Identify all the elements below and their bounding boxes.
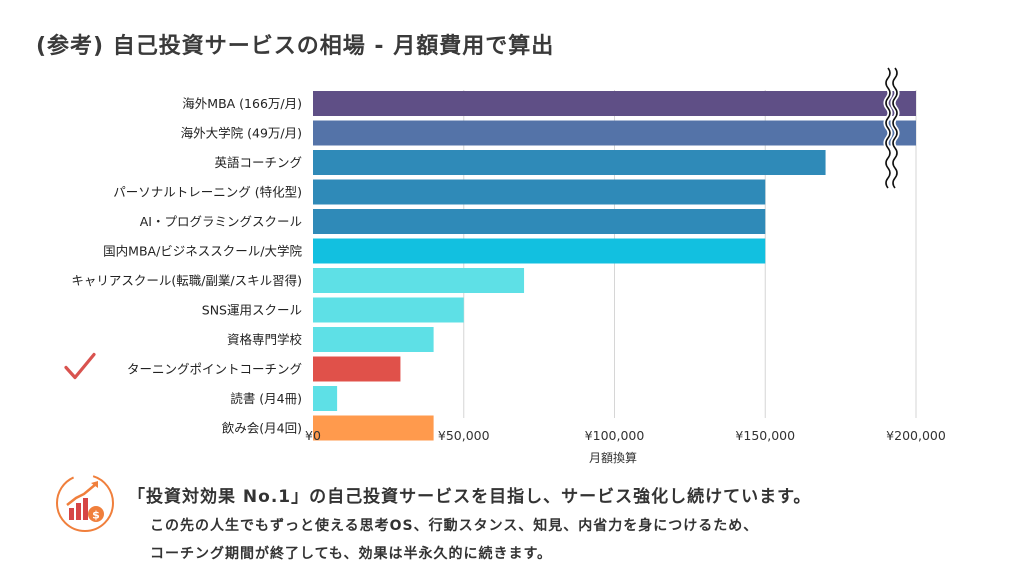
bar-chart: 海外MBA (166万/月) 海外大学院 (49万/月) 英語コーチングパーソナルト… xyxy=(64,66,946,465)
x-axis-title: 月額換算 xyxy=(589,450,637,465)
bar xyxy=(313,356,401,382)
category-label: 資格専門学校 xyxy=(227,332,303,347)
category-label: 英語コーチング xyxy=(214,155,302,170)
check-mark-icon xyxy=(64,352,96,380)
footer-body-line-1: この先の人生でもずっと使える思考OS、行動スタンス、知見、内省力を身につけるため… xyxy=(150,518,759,534)
category-label: 飲み会(月4回) xyxy=(222,421,302,436)
footer-headline: 「投資対効果 No.1」の自己投資サービスを目指し、サービス強化し続けています。 xyxy=(128,487,812,507)
category-label: パーソナルトレーニング (特化型) xyxy=(113,185,302,200)
bar xyxy=(313,91,916,116)
x-tick-labels: ¥0 ¥50,000 ¥100,000 ¥150,000 ¥200,000 xyxy=(305,428,946,443)
footer-body-line-2: コーチング期間が終了しても、効果は半永久的に続きます。 xyxy=(150,546,553,562)
chart-title: (参考) 自己投資サービスの相場 - 月額費用で算出 xyxy=(36,34,555,59)
axis-break xyxy=(883,66,900,190)
growth-chart-coin-icon: $ xyxy=(56,474,114,532)
break-squiggle xyxy=(885,67,891,189)
category-label: 読書 (月4冊) xyxy=(230,391,302,406)
svg-text:$: $ xyxy=(92,509,100,522)
bar xyxy=(313,268,525,293)
bar xyxy=(313,386,338,411)
bar xyxy=(313,415,434,441)
category-label: SNS運用スクール xyxy=(202,303,302,318)
bar xyxy=(313,120,916,146)
x-tick-label: ¥50,000 xyxy=(438,428,490,443)
bar xyxy=(313,179,766,205)
category-label: ターニングポイントコーチング xyxy=(127,362,302,377)
bars xyxy=(313,91,916,441)
category-labels: 海外MBA (166万/月) 海外大学院 (49万/月) 英語コーチングパーソナルト… xyxy=(64,96,303,436)
category-label: 海外大学院 (49万/月) xyxy=(181,126,302,141)
bar xyxy=(313,150,826,175)
x-tick-label: ¥200,000 xyxy=(886,428,946,443)
x-tick-label: ¥100,000 xyxy=(585,428,645,443)
bar xyxy=(313,209,766,234)
category-label: 海外MBA (166万/月) xyxy=(182,96,302,111)
x-tick-label: ¥0 xyxy=(305,428,321,443)
break-squiggle xyxy=(892,67,898,189)
bar xyxy=(313,238,766,264)
category-label: キャリアスクール(転職/副業/スキル習得) xyxy=(71,273,302,288)
category-label: AI・プログラミングスクール xyxy=(140,214,302,229)
bar xyxy=(313,327,434,352)
x-tick-label: ¥150,000 xyxy=(735,428,795,443)
bar xyxy=(313,297,464,323)
category-label: 国内MBA/ビジネススクール/大学院 xyxy=(103,244,302,259)
